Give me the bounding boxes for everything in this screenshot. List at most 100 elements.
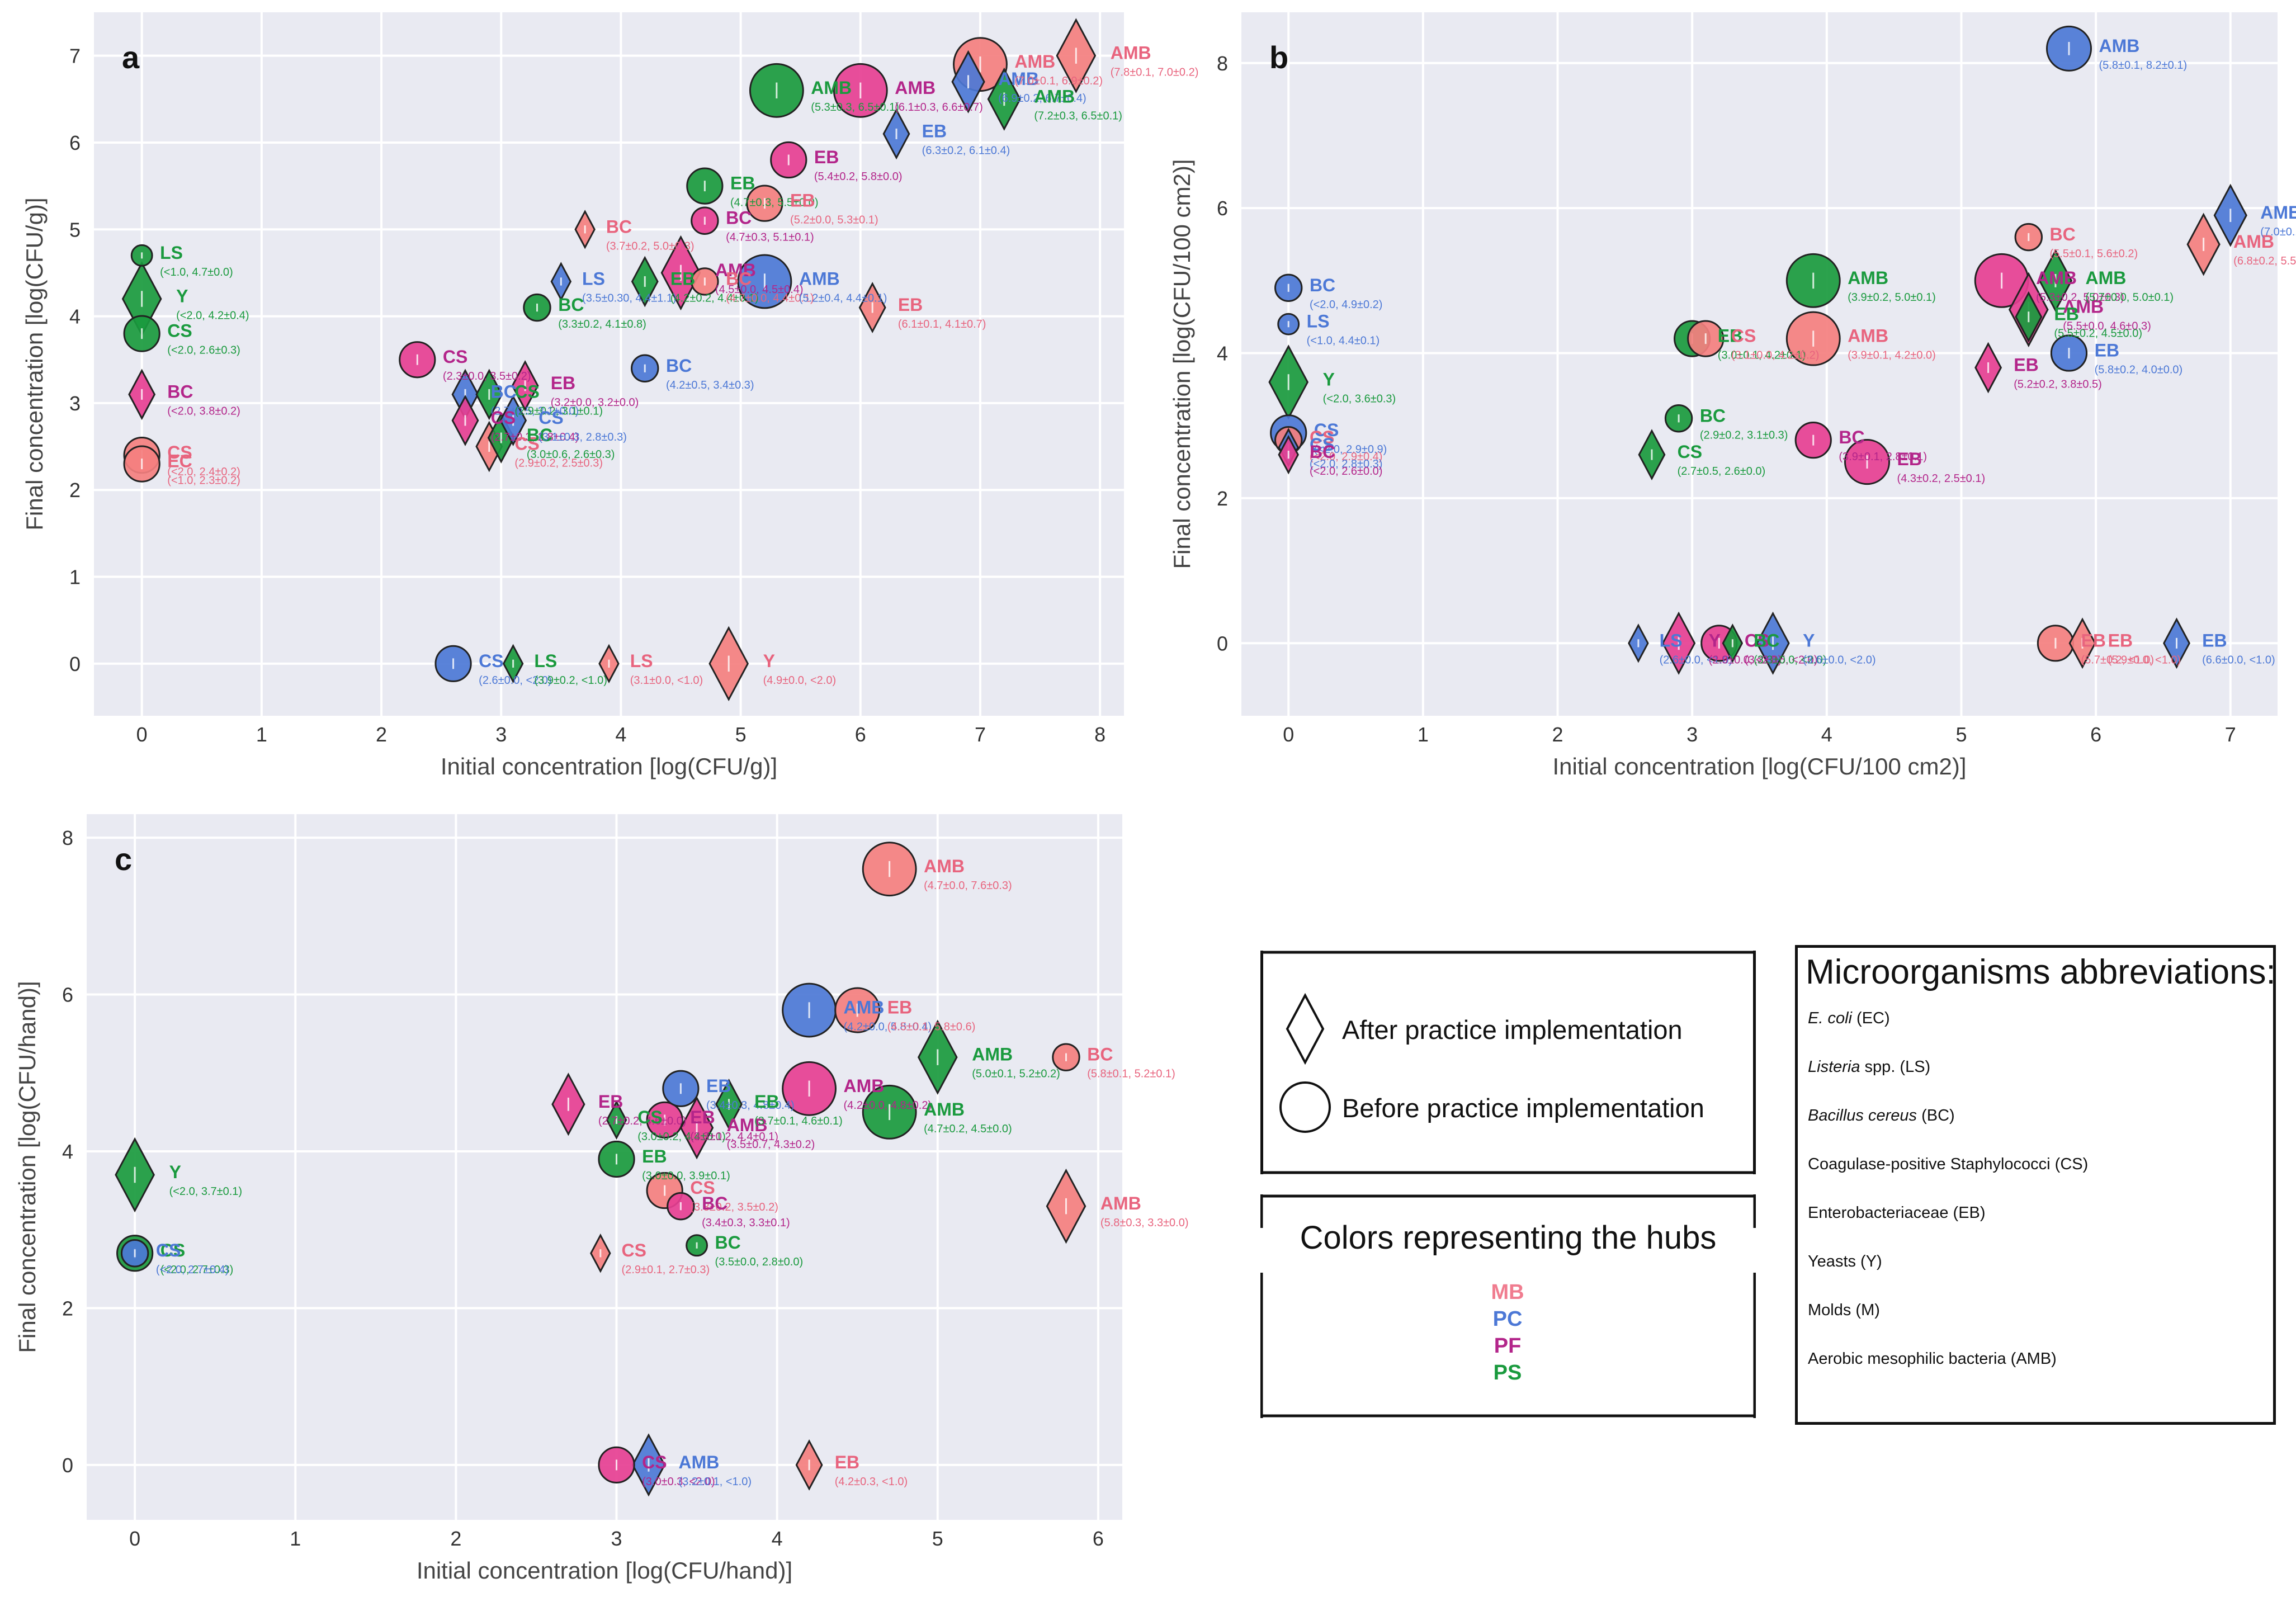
point-stat-label: (7.0±0.1, 5.9±0.3) [2260, 226, 2296, 238]
point-stat-label: (4.7±0.0, 4.4±0.1) [726, 292, 814, 304]
hub-legend-mb: MB [1491, 1281, 1524, 1304]
x-tick-label: 8 [1094, 723, 1106, 746]
point-stat-label: (5.3±0.2, 5.0±0.3) [2036, 291, 2124, 304]
point-stat-label: (2.9±0.0, <2.0) [1709, 654, 1782, 666]
y-tick-label: 2 [69, 479, 81, 502]
point-label: AMB [998, 69, 1039, 89]
point-stat-label: (5.5±0.2, 4.5±0.0) [2054, 328, 2142, 340]
point-stat-label: (<2.0, 2.7±0.4) [156, 1264, 229, 1276]
x-axis-label: Initial concentration [log(CFU/100 cm2)] [1553, 753, 1967, 779]
point-label: EB [790, 191, 815, 211]
point-label: EB [1718, 326, 1742, 346]
point-stat-label: (6.1±0.3, 6.6±0.7) [895, 101, 983, 114]
point-stat-label: (5.0±0.1, 5.2±0.2) [972, 1068, 1060, 1080]
point-label: AMB [2063, 297, 2104, 317]
point-label: EB [690, 1107, 715, 1127]
point-stat-label: (<2.0, 2.8±0.3) [1310, 458, 1383, 470]
point-label: Y [1709, 630, 1721, 650]
point-stat-label: (5.9±0.0, <1.0) [2108, 654, 2181, 666]
point-stat-label: (2.3±0.0, 3.5±0.2) [443, 370, 531, 382]
point-stat-label: (<2.0, 2.9±0.9) [1314, 443, 1387, 456]
point-label: EB [2054, 304, 2078, 324]
point-stat-label: (4.7±0.3, 5.5±0.0) [730, 197, 819, 209]
point-stat-label: (3.5±0.0, 2.8±0.0) [715, 1256, 804, 1268]
diamond-shape-icon [1286, 993, 1325, 1065]
point-stat-label: (4.3±0.2, 2.5±0.1) [1897, 473, 1986, 485]
point-stat-label: (3.1±0.0, 4.2±0.2) [1731, 349, 1820, 362]
point-label: CS [514, 381, 539, 401]
plot-background [1241, 12, 2278, 716]
point-stat-label: (7.0±0.1, 6.9±0.2) [1014, 75, 1103, 87]
point-stat-label: (<2.0, 2.7±0.3) [160, 1264, 234, 1276]
abbreviation-item: Aerobic mesophilic bacteria (AMB) [1808, 1350, 2057, 1368]
hub-legend-pc: PC [1492, 1307, 1523, 1331]
abbreviation-item: Yeasts (Y) [1808, 1253, 1882, 1270]
point-stat-label: (<1.0, 4.7±0.0) [160, 266, 233, 278]
point-stat-label: (4.9±0.0, <2.0) [763, 674, 837, 687]
x-tick-label: 0 [129, 1527, 140, 1550]
point-label: CS [1310, 434, 1334, 455]
point-label: AMB [799, 268, 840, 289]
point-stat-label: (3.4±0.3, 4.8±0.4) [706, 1099, 795, 1112]
x-tick-label: 7 [975, 723, 986, 746]
point-label: BC [1310, 275, 1335, 295]
point-label: BC [726, 208, 752, 228]
point-label: BC [1754, 630, 1779, 650]
point-label: Y [763, 651, 775, 671]
point-stat-label: (<2.0, 2.6±0.3) [167, 344, 240, 357]
point-label: EB [2095, 341, 2119, 361]
point-stat-label: (5.4±0.2, 5.8±0.0) [814, 171, 903, 183]
point-stat-label: (3.2±0.5, <2.0) [1745, 654, 1818, 666]
shape-legend-frame [1260, 951, 1756, 1174]
point-label: AMB [1848, 326, 1888, 346]
point-stat-label: (3.7±0.1, 4.6±0.1) [754, 1115, 843, 1127]
hub-legend-frame [1260, 1194, 1756, 1418]
point-stat-label: (2.9±0.2, 3.1±0.3) [1700, 429, 1788, 441]
y-tick-label: 4 [62, 1140, 73, 1163]
point-stat-label: (5.8±0.3, 3.3±0.0) [1100, 1217, 1189, 1229]
point-stat-label: (3.9±0.2, 5.0±0.1) [1848, 291, 1936, 304]
point-label: AMB [727, 1115, 768, 1135]
point-stat-label: (5.8±0.1, 8.2±0.1) [2099, 59, 2188, 72]
point-label: AMB [972, 1045, 1013, 1065]
y-tick-label: 6 [1217, 197, 1228, 220]
x-tick-label: 4 [772, 1527, 783, 1550]
point-label: CS [1310, 427, 1334, 447]
y-tick-label: 0 [1217, 632, 1228, 655]
x-tick-label: 4 [615, 723, 626, 746]
point-stat-label: (2.9±0.1, 2.7±0.3) [622, 1264, 710, 1276]
point-label: AMB [844, 998, 885, 1018]
circle-shape-icon [1279, 1081, 1331, 1133]
point-stat-label: (5.8±0.1, 5.2±0.1) [1087, 1068, 1175, 1080]
point-stat-label: (4.7±0.2, 4.5±0.0) [924, 1123, 1012, 1135]
point-stat-label: (6.1±0.1, 4.1±0.7) [898, 318, 986, 330]
point-stat-label: (3.9±0.1, 2.8±0.1) [1839, 451, 1927, 463]
point-label: BC [1839, 427, 1864, 447]
point-label: AMB [2036, 268, 2077, 288]
point-stat-label: (<2.0, 4.9±0.2) [1310, 299, 1383, 311]
point-label: AMB [2099, 36, 2140, 56]
x-tick-label: 1 [290, 1527, 301, 1550]
point-label: AMB [924, 1099, 965, 1119]
point-stat-label: (5.3±0.3, 6.5±0.1) [811, 101, 899, 114]
y-axis-label: Final concentration [log(CFU/hand)] [14, 981, 40, 1353]
point-label: EC [167, 451, 192, 471]
point-label: EB [642, 1146, 667, 1166]
point-stat-label: (5.8±0.2, 4.0±0.0) [2095, 364, 2183, 376]
point-stat-label: (6.6±0.0, <1.0) [2202, 654, 2275, 666]
abbreviation-item: Bacillus cereus (BC) [1808, 1107, 1955, 1124]
point-label: CS [1731, 326, 1756, 346]
point-stat-label: (3.0±0.0, 3.9±0.1) [642, 1170, 730, 1182]
point-stat-label: (<2.0, 3.8±0.2) [167, 405, 240, 417]
point-label: CS [538, 408, 563, 428]
y-tick-label: 0 [69, 653, 81, 675]
point-label: LS [630, 651, 653, 671]
x-tick-label: 6 [1093, 1527, 1104, 1550]
point-label: AMB [844, 1076, 885, 1096]
y-tick-label: 0 [62, 1454, 73, 1477]
point-stat-label: (3.4±0.3, 3.3±0.1) [702, 1217, 790, 1229]
point-label: Y [176, 286, 188, 306]
point-label: EB [887, 998, 912, 1018]
point-label: CS [690, 1178, 715, 1198]
